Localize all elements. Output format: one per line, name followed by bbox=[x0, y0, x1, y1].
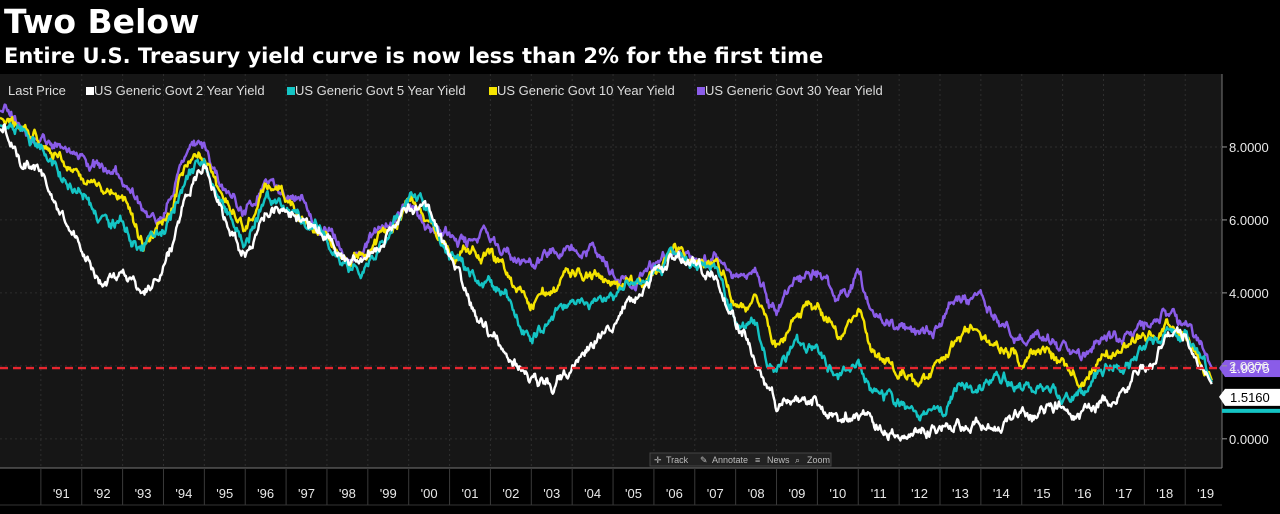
x-tick-label: '17 bbox=[1115, 486, 1132, 501]
legend-swatch bbox=[489, 87, 497, 95]
y-tick-label: 2.0000 bbox=[1229, 359, 1269, 374]
magnifier-icon: ⌕ bbox=[795, 455, 800, 465]
x-tick-label: '15 bbox=[1034, 486, 1051, 501]
axis-labels: 0.0000 2.0000 4.0000 6.0000 8.0000 '91 '92 '93 '… bbox=[40, 140, 1269, 505]
x-tick-label: '01 bbox=[462, 486, 479, 501]
series-line-10yr[interactable] bbox=[0, 116, 1213, 390]
value-tag bbox=[1225, 360, 1280, 378]
x-axis-panel bbox=[0, 468, 1222, 514]
legend[interactable]: Last Price US Generic Govt 2 Year Yield U… bbox=[8, 83, 883, 98]
toolbar-annotate-button[interactable]: ✎ Annotate bbox=[700, 455, 748, 465]
series-line-2yr[interactable] bbox=[0, 123, 1213, 442]
series-lines bbox=[0, 103, 1213, 442]
chart-toolbar[interactable]: ✛ Track ✎ Annotate ≡ News ⌕ Zoom bbox=[649, 452, 832, 467]
x-tick-label: '91 bbox=[53, 486, 70, 501]
legend-swatch bbox=[287, 87, 295, 95]
toolbar-background bbox=[649, 452, 832, 467]
x-tick-label: '00 bbox=[421, 486, 438, 501]
series-line-30yr[interactable] bbox=[0, 103, 1213, 369]
x-tick-label: '12 bbox=[911, 486, 928, 501]
y-tick-label: 6.0000 bbox=[1229, 213, 1269, 228]
x-tick-label: '94 bbox=[175, 486, 192, 501]
x-tick-label: '03 bbox=[543, 486, 560, 501]
x-tick-label: '14 bbox=[993, 486, 1010, 501]
series-line-5yr[interactable] bbox=[0, 122, 1213, 422]
x-tick-label: '10 bbox=[829, 486, 846, 501]
legend-item-label[interactable]: US Generic Govt 30 Year Yield bbox=[705, 83, 883, 98]
x-tick-label: '18 bbox=[1156, 486, 1173, 501]
value-tag-label: 1.9375 bbox=[1230, 361, 1270, 376]
toolbar-item-label: Zoom bbox=[807, 455, 830, 465]
y-tick-label: 4.0000 bbox=[1229, 286, 1269, 301]
x-tick-label: '19 bbox=[1197, 486, 1214, 501]
legend-item-label[interactable]: US Generic Govt 10 Year Yield bbox=[497, 83, 675, 98]
toolbar-item-label: Track bbox=[666, 455, 689, 465]
x-tick-label: '08 bbox=[748, 486, 765, 501]
toolbar-item-label: Annotate bbox=[712, 455, 748, 465]
x-tick-label: '16 bbox=[1075, 486, 1092, 501]
x-tick-label: '05 bbox=[625, 486, 642, 501]
x-tick-label: '95 bbox=[216, 486, 233, 501]
value-tag bbox=[1225, 388, 1280, 406]
x-tick-label: '96 bbox=[257, 486, 274, 501]
x-tick-label: '02 bbox=[502, 486, 519, 501]
value-tag-5yr-sliver bbox=[1222, 408, 1280, 413]
value-tag-pointer bbox=[1219, 388, 1225, 406]
page-title: Two Below bbox=[4, 2, 200, 41]
toolbar-track-button[interactable]: ✛ Track bbox=[654, 455, 689, 465]
toolbar-news-button[interactable]: ≡ News bbox=[755, 455, 790, 465]
crosshair-icon: ✛ bbox=[654, 455, 662, 465]
toolbar-zoom-button[interactable]: ⌕ Zoom bbox=[795, 455, 830, 465]
x-tick-label: '07 bbox=[707, 486, 724, 501]
news-icon: ≡ bbox=[755, 455, 760, 465]
x-tick-label: '04 bbox=[584, 486, 601, 501]
x-tick-label: '06 bbox=[666, 486, 683, 501]
pencil-icon: ✎ bbox=[700, 455, 708, 465]
toolbar-item-label: News bbox=[767, 455, 790, 465]
legend-prefix: Last Price bbox=[8, 83, 66, 98]
x-tick-label: '92 bbox=[94, 486, 111, 501]
legend-item-label[interactable]: US Generic Govt 2 Year Yield bbox=[94, 83, 265, 98]
y-tick-label: 0.0000 bbox=[1229, 432, 1269, 447]
legend-swatch bbox=[697, 87, 705, 95]
x-tick-label: '93 bbox=[135, 486, 152, 501]
page-subtitle: Entire U.S. Treasury yield curve is now … bbox=[4, 44, 824, 68]
x-tick-label: '98 bbox=[339, 486, 356, 501]
legend-swatch bbox=[86, 87, 94, 95]
reference-layer: 1.9375 1.5160 bbox=[0, 360, 1280, 413]
value-tag-pointer bbox=[1219, 360, 1225, 378]
x-tick-label: '97 bbox=[298, 486, 315, 501]
x-tick-label: '09 bbox=[788, 486, 805, 501]
legend-item-label[interactable]: US Generic Govt 5 Year Yield bbox=[295, 83, 466, 98]
x-tick-label: '99 bbox=[380, 486, 397, 501]
y-tick-label: 8.0000 bbox=[1229, 140, 1269, 155]
x-tick-label: '13 bbox=[952, 486, 969, 501]
x-tick-label: '11 bbox=[871, 486, 887, 501]
value-tag-label: 1.5160 bbox=[1230, 390, 1270, 405]
